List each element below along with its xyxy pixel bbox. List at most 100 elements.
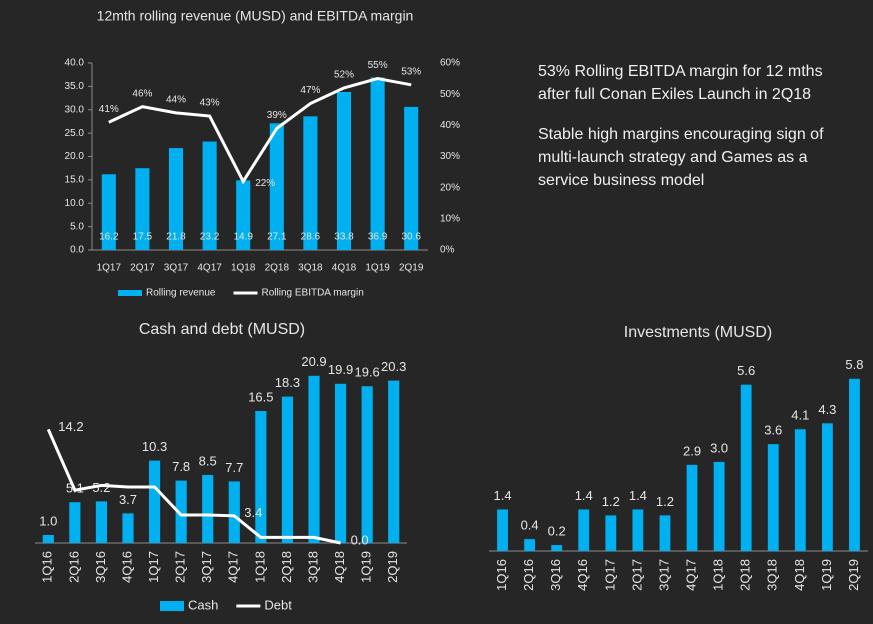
bar: [95, 501, 108, 543]
x-tick-label: 1Q17: [146, 551, 161, 583]
bar-label: 1.2: [602, 494, 620, 509]
bar-label: 1.4: [575, 488, 593, 503]
legend-label: Rolling revenue: [146, 288, 216, 299]
x-tick-label: 3Q16: [548, 559, 563, 591]
bar: [404, 106, 419, 250]
x-tick-label: 2Q17: [629, 559, 644, 591]
x-tick-label: 3Q17: [656, 559, 671, 591]
bar-label: 18.3: [275, 375, 300, 390]
bar-label: 23.2: [200, 232, 220, 243]
bar-label: 0.4: [521, 518, 539, 533]
bar: [202, 141, 217, 250]
y-tick-label: 10.0: [65, 198, 85, 209]
bar: [821, 423, 833, 551]
bar: [632, 509, 644, 551]
bar-label: 1.4: [493, 488, 511, 503]
x-tick-label: 2Q18: [279, 551, 294, 583]
x-tick-label: 2Q16: [521, 559, 536, 591]
bar-label: 20.9: [301, 354, 326, 369]
bar: [101, 174, 116, 250]
y2-tick-label: 10%: [440, 213, 460, 224]
bar: [370, 77, 385, 251]
y-tick-label: 20.0: [65, 151, 85, 162]
bar-label: 28.6: [301, 232, 321, 243]
bar: [336, 91, 352, 250]
chart-title: Investments (MUSD): [624, 324, 772, 341]
y-tick-label: 15.0: [65, 175, 85, 186]
y-tick-label: 40.0: [65, 58, 85, 69]
bar-label: 19.6: [354, 365, 379, 380]
line-label: 14.2: [58, 419, 83, 434]
x-tick-label: 3Q16: [93, 551, 108, 583]
bar-label: 16.2: [99, 232, 119, 243]
y-tick-label: 30.0: [65, 104, 85, 115]
bar: [497, 509, 508, 551]
x-tick-label: 3Q18: [765, 559, 780, 591]
line-label: 3.4: [244, 505, 262, 520]
x-tick-label: 1Q18: [711, 559, 726, 591]
bar: [255, 411, 267, 543]
bar: [361, 386, 373, 543]
legend-label: Cash: [188, 597, 218, 612]
bar: [69, 502, 81, 543]
bar-label: 20.3: [381, 359, 406, 374]
note: 53% Rolling EBITDA margin for 12 mths af…: [538, 63, 823, 103]
x-tick-label: 4Q16: [119, 551, 134, 583]
chart-title: Cash and debt (MUSD): [139, 321, 305, 338]
bar: [605, 515, 617, 551]
bar: [42, 535, 54, 543]
y-tick-label: 25.0: [65, 128, 85, 139]
chart-title: 12mth rolling revenue (MUSD) and EBITDA …: [97, 8, 414, 24]
bar: [388, 380, 400, 543]
x-tick-label: 2Q18: [738, 559, 753, 591]
bar-label: 21.8: [166, 232, 186, 243]
y-tick-label: 0.0: [70, 245, 84, 256]
y2-tick-label: 30%: [440, 151, 460, 162]
bar: [228, 481, 240, 543]
line-label: 22%: [255, 178, 275, 189]
x-tick-label: 1Q19: [819, 559, 834, 591]
bar-label: 33.8: [334, 232, 354, 243]
bar-label: 1.0: [39, 513, 57, 528]
x-tick-label: 3Q17: [164, 263, 189, 274]
line-label: 41%: [99, 104, 119, 115]
bar-label: 10.3: [142, 439, 167, 454]
bar: [168, 148, 184, 250]
bar-label: 17.5: [133, 232, 153, 243]
bar: [713, 461, 725, 551]
bar-label: 16.5: [248, 389, 273, 404]
line-label: 47%: [300, 85, 320, 96]
bar-label: 5.6: [737, 363, 755, 378]
bar-label: 2.9: [683, 443, 701, 458]
x-tick-label: 4Q17: [226, 551, 241, 583]
bar: [308, 375, 320, 543]
bar: [740, 384, 752, 551]
bar: [686, 464, 698, 551]
x-tick-label: 3Q18: [305, 551, 320, 583]
x-tick-label: 4Q17: [683, 559, 698, 591]
x-tick-label: 2Q18: [265, 263, 290, 274]
bar-label: 27.1: [267, 232, 287, 243]
bar-label: 14.9: [233, 232, 253, 243]
x-tick-label: 2Q16: [66, 551, 81, 583]
x-tick-label: 4Q18: [332, 263, 357, 274]
bar: [524, 539, 536, 551]
bar-label: 7.8: [172, 459, 190, 474]
x-tick-label: 3Q17: [199, 551, 214, 583]
x-tick-label: 2Q17: [173, 551, 188, 583]
bar: [148, 460, 161, 543]
bar-label: 19.9: [328, 362, 353, 377]
line-label: 44%: [166, 95, 186, 106]
bar: [236, 180, 251, 250]
bar-label: 1.2: [656, 494, 674, 509]
y2-tick-label: 50%: [440, 89, 460, 100]
y2-tick-label: 20%: [440, 182, 460, 193]
bar: [794, 429, 806, 551]
x-tick-label: 1Q17: [602, 559, 617, 591]
line-label: 55%: [368, 60, 388, 71]
bar: [551, 545, 563, 551]
line-label: 52%: [334, 70, 354, 81]
x-tick-label: 1Q16: [494, 559, 509, 591]
x-tick-label: 3Q18: [298, 263, 323, 274]
bar: [334, 383, 347, 543]
